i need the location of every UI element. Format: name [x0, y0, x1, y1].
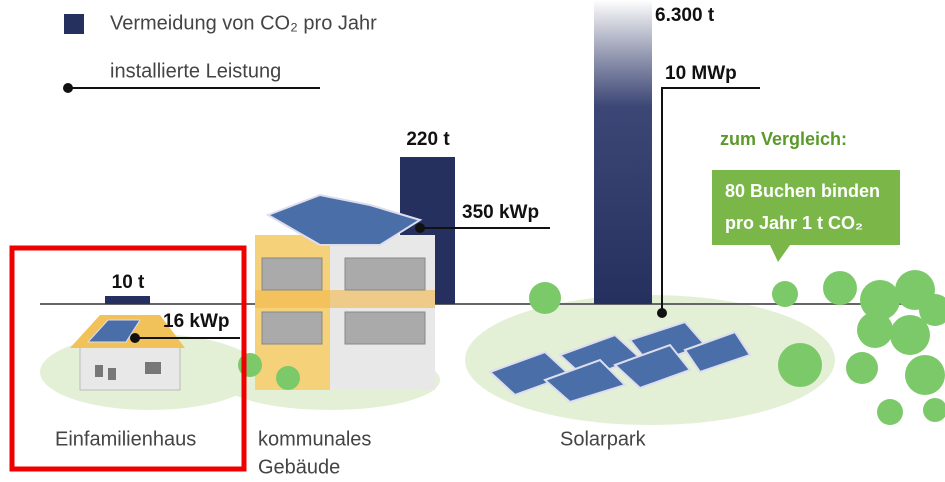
legend-line-label: installierte Leistung — [110, 60, 281, 82]
power-value: 10 MWp — [665, 63, 737, 84]
item-label: Einfamilienhaus — [55, 428, 196, 450]
item-label: Gebäude — [258, 456, 340, 478]
item-label: kommunales — [258, 428, 371, 450]
building — [255, 195, 435, 390]
comparison-heading: zum Vergleich: — [720, 129, 847, 149]
comparison-line: pro Jahr 1 t CO₂ — [725, 213, 863, 233]
power-value: 16 kWp — [163, 311, 230, 332]
legend-swatch — [64, 14, 84, 34]
co2-bar — [105, 296, 150, 304]
infographic: Vermeidung von CO₂ pro Jahr installierte… — [0, 0, 945, 482]
legend-bar-label: Vermeidung von CO₂ pro Jahr — [110, 12, 377, 34]
comparison-line: 80 Buchen binden — [725, 181, 880, 201]
co2-value: 10 t — [112, 272, 145, 293]
item-label: Solarpark — [560, 428, 647, 450]
co2-value: 6.300 t — [655, 5, 715, 26]
power-value: 350 kWp — [462, 202, 539, 223]
co2-bar — [594, 0, 652, 304]
co2-value: 220 t — [406, 129, 450, 150]
